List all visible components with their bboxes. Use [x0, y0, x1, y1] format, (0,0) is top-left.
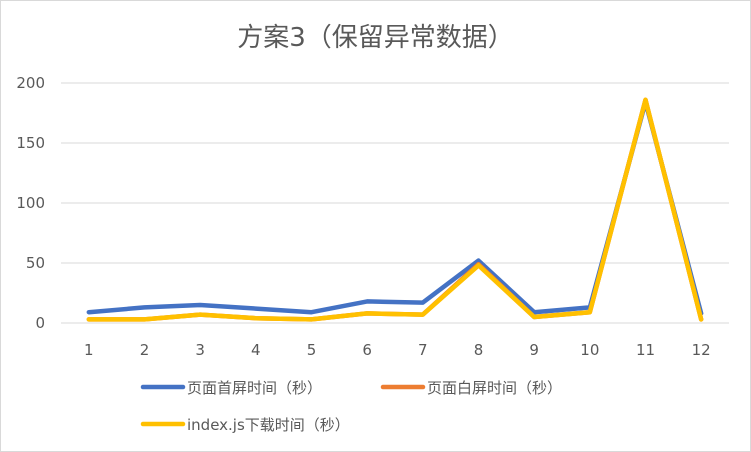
- legend-label: 页面白屏时间（秒）: [427, 379, 562, 397]
- series-line-3: [86, 97, 704, 322]
- x-tick-label: 7: [418, 341, 428, 359]
- series-lines: [86, 97, 704, 322]
- series-line-2: [86, 97, 704, 322]
- gridlines: [61, 82, 729, 324]
- x-tick-label: 9: [529, 341, 539, 359]
- y-axis-tick-labels: 0 50 100 150 200: [16, 74, 45, 332]
- y-tick-label: 200: [16, 74, 45, 92]
- x-tick-label: 4: [251, 341, 261, 359]
- y-tick-label: 50: [26, 254, 45, 272]
- x-tick-label: 5: [307, 341, 317, 359]
- series-line-1: [86, 99, 704, 316]
- x-tick-label: 2: [140, 341, 150, 359]
- x-tick-label: 10: [580, 341, 599, 359]
- y-tick-label: 100: [16, 194, 45, 212]
- x-tick-label: 1: [84, 341, 94, 359]
- legend: 页面首屏时间（秒） 页面白屏时间（秒） index.js下载时间（秒）: [140, 379, 562, 434]
- legend-label: index.js下载时间（秒）: [187, 416, 350, 434]
- y-tick-label: 150: [16, 134, 45, 152]
- chart-title: 方案3（保留异常数据）: [237, 23, 514, 53]
- x-tick-label: 8: [474, 341, 484, 359]
- x-tick-label: 11: [636, 341, 655, 359]
- x-tick-label: 12: [692, 341, 711, 359]
- x-tick-label: 6: [362, 341, 372, 359]
- legend-label: 页面首屏时间（秒）: [187, 379, 322, 397]
- x-tick-label: 3: [195, 341, 205, 359]
- y-tick-label: 0: [35, 314, 45, 332]
- x-axis-tick-labels: 1 2 3 4 5 6 7 8 9 10 11 12: [84, 341, 711, 359]
